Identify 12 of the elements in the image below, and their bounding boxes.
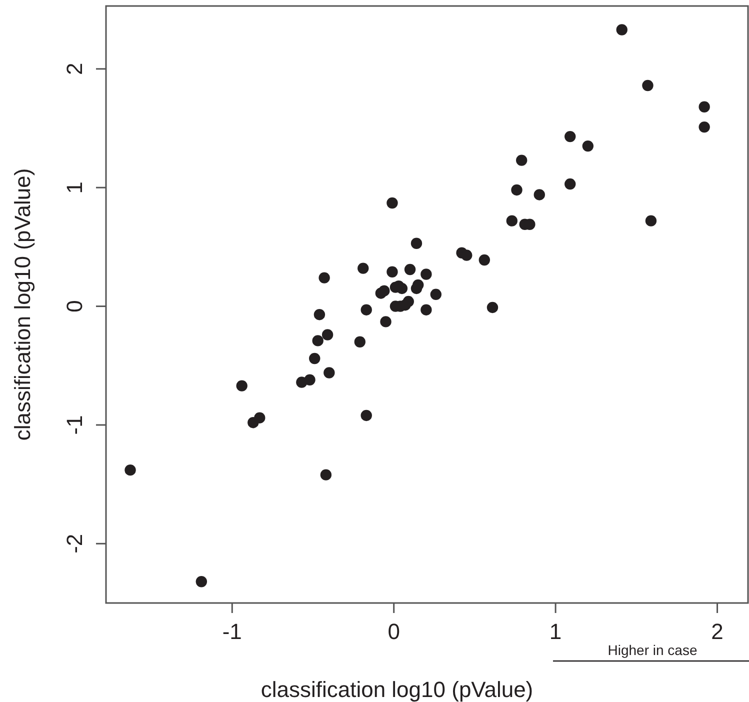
x-tick-label: -1 [222,619,242,644]
y-tick-label: 1 [62,181,87,194]
y-tick-label: -2 [62,534,87,554]
x-tick-label: 2 [711,619,724,644]
text: Higher in case [608,642,698,658]
x-tick-label: 1 [549,619,562,644]
x-tick-label: 0 [388,619,400,644]
x-axis-title: classification log10 (pValue) [260,677,534,702]
y-axis-title: classification log10 (pValue) [10,168,35,441]
y-tick-label: 2 [62,62,87,76]
y-tick-label: -1 [62,415,87,435]
y-tick-label: 0 [62,300,87,312]
